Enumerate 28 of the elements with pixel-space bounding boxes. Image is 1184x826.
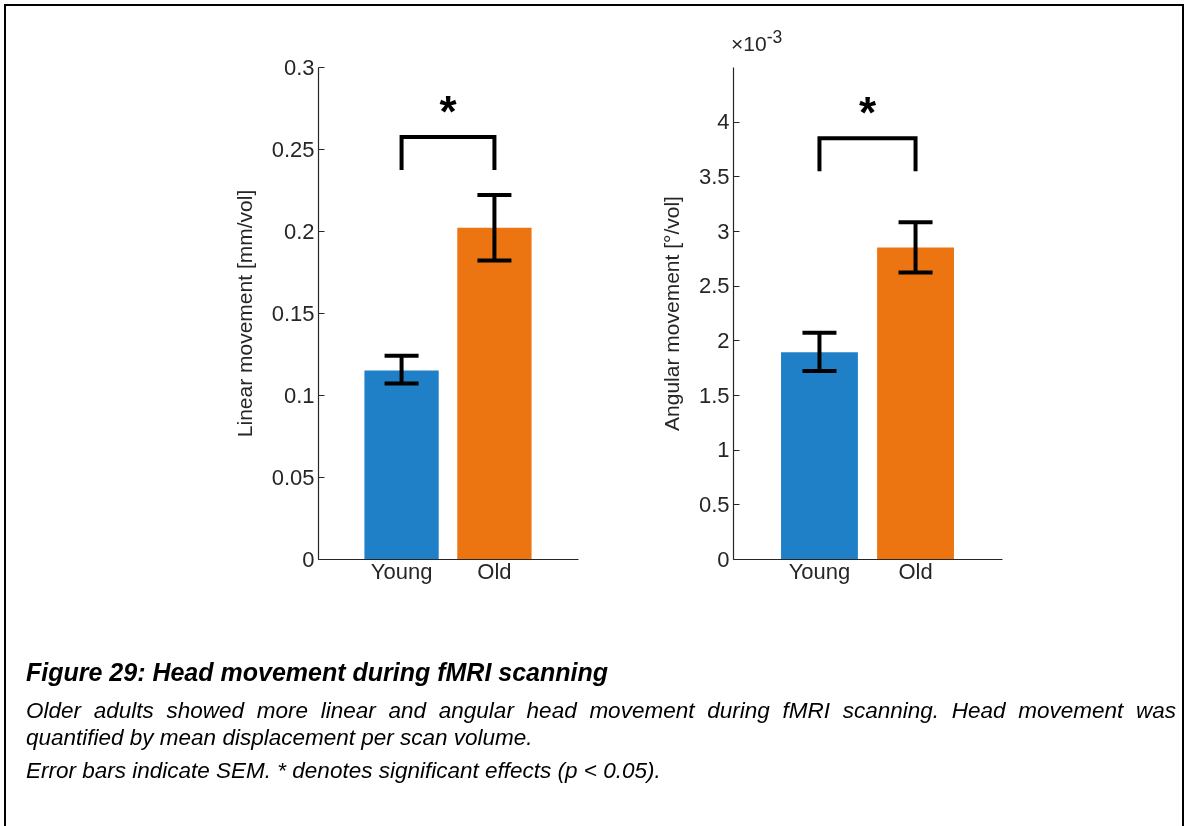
y-tick-label: 0.25 [271, 136, 315, 162]
y-axis-title: Linear movement [mm/vol] [232, 189, 256, 438]
x-tick-label: Young [370, 558, 433, 584]
annotation: * [439, 86, 457, 137]
y-tick-label: 1 [717, 437, 730, 463]
y-tick-label: 0.3 [283, 54, 315, 80]
y-tick-label: 0.05 [271, 464, 315, 490]
text: Older adults showed more linear and angular head movement during fMRI scanning. Head movement was quantified by mean displacement per scan volume. [26, 697, 1176, 751]
y-tick-label: 0 [302, 546, 315, 572]
y-tick-label: 3.5 [698, 163, 730, 189]
y-axis-title: Angular movement [°/vol] [659, 196, 683, 431]
y-tick-label: 2.5 [698, 273, 730, 299]
y-tick-label: 0.15 [271, 300, 315, 326]
y-tick-label: 2 [717, 327, 730, 353]
text: Error bars indicate SEM. * denotes significant effects (p < 0.05). [26, 757, 662, 784]
y-tick-label: 0.5 [698, 491, 730, 517]
annotation: * [858, 88, 877, 139]
x-tick-label: Young [788, 558, 851, 584]
text: ×10$^{-3}$ [731, 27, 783, 56]
y-tick-label: 4 [717, 109, 730, 135]
text: Figure 29: Head movement during fMRI scanning [26, 658, 610, 687]
y-tick-label: 3 [717, 218, 730, 244]
y-tick-label: 0 [717, 546, 730, 572]
x-tick-label: Old [477, 558, 512, 584]
y-tick-label: 0.2 [283, 218, 315, 244]
x-tick-label: Old [898, 558, 933, 584]
y-tick-label: 0.1 [283, 382, 315, 408]
y-tick-label: 1.5 [698, 382, 730, 408]
